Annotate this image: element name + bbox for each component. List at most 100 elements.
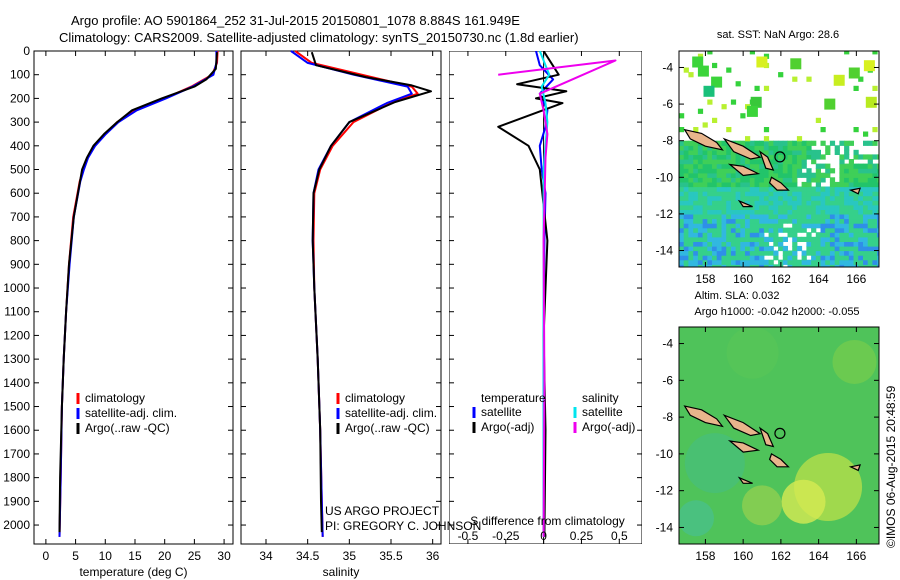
- sst-pixel: [763, 250, 770, 256]
- sst-pixel: [782, 218, 788, 224]
- y-tick-label: 400: [10, 139, 30, 153]
- sst-pixel: [749, 163, 755, 169]
- island-shape: [722, 414, 762, 437]
- sst-patch: [703, 85, 715, 97]
- sst-pixel: [877, 177, 879, 183]
- sst-pixel: [721, 159, 727, 165]
- sst-pixel: [683, 149, 689, 155]
- sst-pixel: [712, 245, 718, 252]
- sst-pixel: [697, 145, 704, 151]
- sst-pixel: [768, 200, 774, 206]
- sst-pixel: [801, 213, 807, 220]
- sst-pixel: [806, 172, 812, 178]
- sst-pixel: [782, 213, 788, 220]
- sst-pixel: [716, 245, 722, 252]
- sst-pixel: [759, 264, 765, 267]
- x-tick-label: 10: [99, 549, 113, 563]
- sst-pixel: [796, 264, 803, 267]
- legend-label: climatology: [85, 391, 145, 405]
- sst-pixel: [853, 209, 859, 215]
- sst-pixel: [754, 200, 760, 206]
- sst-pixel: [683, 223, 689, 229]
- sst-pixel: [825, 227, 831, 233]
- sst-pixel: [782, 140, 788, 146]
- sst-pixel: [679, 259, 685, 265]
- sst-pixel: [712, 172, 718, 178]
- sst-pixel: [773, 241, 779, 247]
- sst-pixel: [679, 172, 685, 178]
- sst-pixel: [853, 250, 859, 256]
- sst-pixel: [815, 177, 821, 183]
- sst-pixel: [693, 232, 699, 238]
- sst-pixel: [834, 213, 840, 220]
- sst-pixel: [839, 255, 845, 261]
- sst-pixel: [768, 218, 774, 224]
- sst-pixel: [853, 204, 859, 210]
- s-axis-label: S difference from climatology: [470, 514, 625, 528]
- sst-pixel: [848, 177, 854, 183]
- sst-pixel: [763, 200, 770, 206]
- sst-pixel: [759, 245, 765, 252]
- sst-pixel: [778, 204, 784, 210]
- sst-pixel: [745, 159, 751, 165]
- sst-pixel: [782, 145, 788, 151]
- sla-anomaly-blob: [742, 485, 783, 526]
- sst-pixel: [839, 186, 845, 192]
- sst-pixel: [749, 245, 755, 252]
- sla-map: 158 160 162 164 166 -4 -6 -8 -10 -12 -14 Altim. SLA…: [656, 290, 880, 563]
- sst-pixel: [702, 186, 708, 192]
- figure-title-line2: Climatology: CARS2009. Satellite-adjuste…: [59, 30, 579, 45]
- sst-pixel: [749, 213, 755, 220]
- sst-pixel: [863, 172, 869, 178]
- sst-pixel: [853, 191, 859, 197]
- sst-pixel: [829, 181, 836, 188]
- sst-pixel: [796, 191, 803, 197]
- sst-pixel: [839, 163, 845, 169]
- x-tick-label: 160: [733, 272, 753, 286]
- sst-pixel: [716, 223, 722, 229]
- sst-pixel: [778, 172, 784, 178]
- sst-pixel: [688, 163, 694, 169]
- sst-pixel: [844, 177, 850, 183]
- sst-patch: [790, 58, 802, 70]
- sst-pixel: [872, 209, 878, 215]
- sst-pixel: [792, 177, 798, 183]
- sst-pixel: [834, 195, 840, 201]
- sst-pixel: [815, 149, 821, 155]
- y-tick-label: -4: [662, 337, 673, 351]
- sst-pixel: [815, 200, 821, 206]
- sst-pixel: [825, 145, 831, 151]
- legend-title-temperature: temperature: [481, 391, 546, 405]
- sst-pixel: [796, 259, 803, 265]
- sst-pixel: [745, 177, 751, 183]
- sst-pixel: [702, 241, 708, 247]
- sst-pixel: [877, 232, 879, 238]
- sst-pixel: [853, 195, 859, 201]
- sst-pixel: [679, 236, 685, 242]
- sst-pixel: [688, 186, 694, 192]
- sst-pixel: [834, 223, 840, 229]
- sst-pixel: [848, 200, 854, 206]
- sst-pixel: [858, 168, 864, 174]
- sst-pixel: [679, 250, 685, 256]
- sst-pixel: [844, 149, 850, 155]
- sst-pixel: [858, 241, 864, 247]
- sst-pixel: [848, 159, 854, 165]
- sst-pixel: [730, 232, 737, 238]
- sst-pixel: [867, 140, 873, 146]
- sst-pixel: [716, 181, 722, 188]
- sst-pixel: [721, 200, 727, 206]
- sst-pixel: [806, 195, 812, 201]
- sst-pixel: [707, 149, 713, 155]
- sst-pixel: [679, 181, 685, 188]
- sst-pixel: [745, 186, 751, 192]
- sst-pixel: [754, 232, 760, 238]
- map-frame: [678, 326, 880, 545]
- sst-pixel: [679, 209, 685, 215]
- sst-pixel: [848, 204, 854, 210]
- x-axis-label: T difference from climatology: [469, 565, 623, 579]
- series-line-sal_argo: [498, 59, 617, 537]
- y-tick-label: 900: [10, 257, 30, 271]
- sst-pixel: [815, 245, 821, 252]
- island-shape: [768, 453, 790, 468]
